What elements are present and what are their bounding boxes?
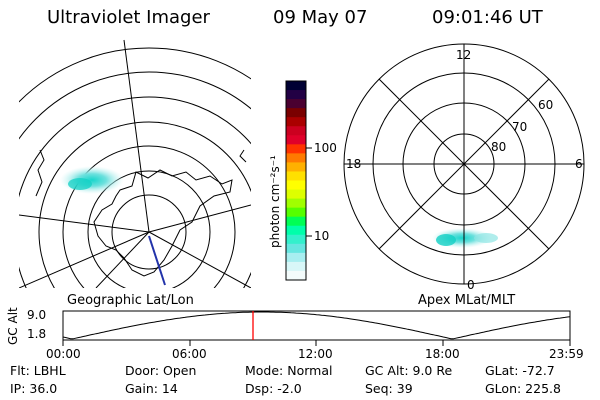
lat-circle xyxy=(38,121,251,288)
colorbar-cell xyxy=(286,261,306,272)
lon-line xyxy=(19,214,150,233)
info-seq: Seq: 39 xyxy=(365,381,413,396)
aurora-core xyxy=(474,233,498,243)
colorbar-cell xyxy=(286,90,306,100)
colorbar-cell xyxy=(286,153,306,164)
altitude-ylabel: GC Alt xyxy=(6,307,20,345)
lat-circle xyxy=(19,47,251,103)
lat-circle xyxy=(19,96,251,288)
time-label: 09:01:46 UT xyxy=(432,7,543,28)
mlat-label-80: 80 xyxy=(491,140,507,154)
altitude-ytick: 1.8 xyxy=(27,327,47,341)
colorbar-cell xyxy=(286,189,306,200)
altitude-xtick: 12:00 xyxy=(298,347,333,361)
colorbar-cell xyxy=(286,225,306,236)
colorbar-cell xyxy=(286,180,306,191)
colorbar-cell xyxy=(286,126,306,136)
colorbar-cell xyxy=(286,117,306,127)
coast-outline xyxy=(35,149,45,197)
lon-line xyxy=(95,231,150,288)
info-dsp: Dsp: -2.0 xyxy=(245,381,302,396)
altitude-xtick: 00:00 xyxy=(46,347,81,361)
lat-circle xyxy=(19,71,251,140)
colorbar-label: photon cm⁻²s⁻¹ xyxy=(268,155,282,248)
colorbar-cell xyxy=(286,243,306,254)
info-gain: Gain: 14 xyxy=(125,381,178,396)
colorbar-tick-label: 10 xyxy=(314,229,330,243)
aurora-patch xyxy=(60,166,124,194)
info-ip: IP: 36.0 xyxy=(10,381,58,396)
altitude-xtick: 23:59 xyxy=(549,347,584,361)
colorbar-tick-label: 100 xyxy=(314,141,337,155)
mlt-label-0: 0 xyxy=(467,278,475,292)
lon-line xyxy=(148,231,251,288)
info-gc-alt: GC Alt: 9.0 Re xyxy=(365,363,453,378)
altitude-curve xyxy=(62,311,571,340)
right-map-caption: Apex MLat/MLT xyxy=(418,293,516,308)
mlt-label-12: 12 xyxy=(456,48,472,62)
info-door: Door: Open xyxy=(125,363,197,378)
info-glon: GLon: 225.8 xyxy=(485,381,561,396)
colorbar-cell xyxy=(286,81,306,91)
colorbar-cell xyxy=(286,135,306,145)
colorbar-cell xyxy=(286,99,306,109)
aurora-core xyxy=(436,234,456,246)
colorbar-cell xyxy=(286,162,306,173)
magnetic-polar-map xyxy=(343,43,585,285)
lat-circle xyxy=(87,170,211,288)
colorbar-cell xyxy=(286,144,306,154)
colorbar-cell xyxy=(286,270,306,281)
mlt-label-6: 6 xyxy=(575,157,583,171)
instrument-title: Ultraviolet Imager xyxy=(47,7,210,28)
altitude-xtick: 06:00 xyxy=(172,347,207,361)
colorbar-frame xyxy=(285,80,307,281)
lat-circle xyxy=(111,194,187,270)
altitude-xtick: 18:00 xyxy=(425,347,460,361)
left-map-caption: Geographic Lat/Lon xyxy=(67,293,194,308)
colorbar-cell xyxy=(286,216,306,227)
lat-circle xyxy=(62,145,236,288)
lon-line xyxy=(19,231,150,288)
info-mode: Mode: Normal xyxy=(245,363,333,378)
date-label: 09 May 07 xyxy=(273,7,368,28)
coast-outline xyxy=(239,149,247,163)
info-filter: Flt: LBHL xyxy=(10,363,66,378)
mlat-label-70: 70 xyxy=(512,120,528,134)
mlt-label-18: 18 xyxy=(346,157,362,171)
orbit-track xyxy=(148,235,166,286)
continent-outline xyxy=(93,169,233,277)
aurora-core xyxy=(68,178,92,190)
colorbar xyxy=(285,80,312,281)
colorbar-cell xyxy=(286,198,306,209)
altitude-plot xyxy=(62,310,571,346)
colorbar-cell xyxy=(286,108,306,118)
lon-line xyxy=(148,204,251,233)
colorbar-cell xyxy=(286,234,306,245)
info-glat: GLat: -72.7 xyxy=(485,363,555,378)
lon-line xyxy=(123,39,150,233)
altitude-ytick: 9.0 xyxy=(27,308,47,322)
altitude-frame xyxy=(62,310,571,341)
geographic-map xyxy=(19,39,251,288)
mlat-label-60: 60 xyxy=(538,98,554,112)
colorbar-cell xyxy=(286,171,306,182)
mlt-line xyxy=(378,78,550,250)
colorbar-cell xyxy=(286,252,306,263)
colorbar-cell xyxy=(286,207,306,218)
